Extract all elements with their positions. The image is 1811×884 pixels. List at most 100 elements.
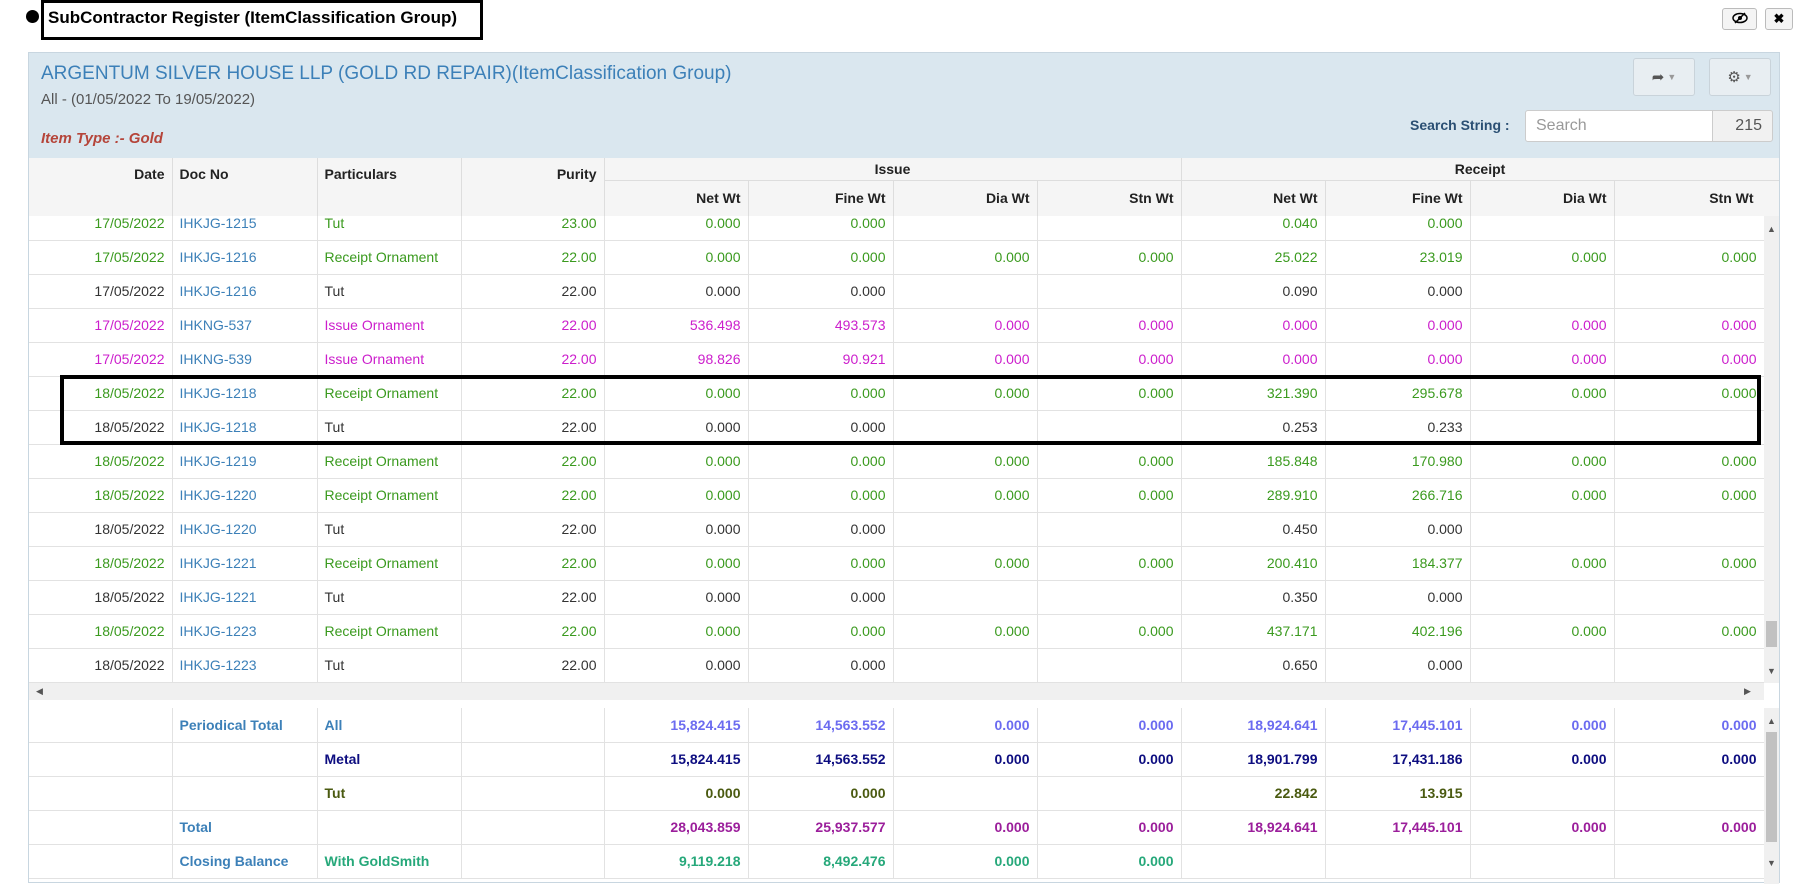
cell-doc-no[interactable]: IHKJG-1218 xyxy=(172,410,318,445)
table-row[interactable]: 18/05/2022 IHKJG-1218 Tut 22.00 0.000 0.000 0.… xyxy=(29,410,1764,445)
table-row[interactable]: 18/05/2022 IHKJG-1223 Tut 22.00 0.000 0.000 0.… xyxy=(29,648,1764,683)
cell-particulars: Tut xyxy=(317,216,462,241)
cell-doc-no[interactable]: IHKJG-1220 xyxy=(172,478,318,513)
totals-r-dia: 0.000 xyxy=(1470,708,1615,743)
cell-doc-no[interactable]: IHKNG-539 xyxy=(172,342,318,377)
col-particulars[interactable]: Particulars xyxy=(317,158,462,216)
table-horizontal-scrollbar[interactable]: ◀ ▶ xyxy=(29,683,1764,700)
col-purity[interactable]: Purity xyxy=(461,158,605,216)
scroll-thumb[interactable] xyxy=(1766,732,1777,842)
close-button[interactable]: ✖ xyxy=(1765,8,1793,30)
col-doc-no[interactable]: Doc No xyxy=(172,158,318,216)
cell-i-stn xyxy=(1037,512,1182,547)
cell-i-fine: 0.000 xyxy=(748,614,894,649)
cell-empty xyxy=(461,776,605,811)
col-group-receipt: Receipt xyxy=(1181,158,1779,181)
col-issue-net-wt[interactable]: Net Wt xyxy=(604,180,749,216)
scroll-down-icon[interactable]: ▼ xyxy=(1767,666,1776,676)
table-row[interactable]: 18/05/2022 IHKJG-1220 Tut 22.00 0.000 0.000 0.… xyxy=(29,512,1764,547)
cell-purity: 23.00 xyxy=(461,216,605,241)
cell-r-fine: 0.000 xyxy=(1325,308,1471,343)
cell-doc-no[interactable]: IHKJG-1221 xyxy=(172,580,318,615)
totals-r-dia: 0.000 xyxy=(1470,742,1615,777)
cell-r-net: 0.350 xyxy=(1181,580,1326,615)
col-date[interactable]: Date xyxy=(29,158,173,216)
cell-r-net: 289.910 xyxy=(1181,478,1326,513)
cell-date: 17/05/2022 xyxy=(29,240,173,275)
table-row[interactable]: 17/05/2022 IHKJG-1216 Receipt Ornament 22.0… xyxy=(29,240,1764,275)
totals-r-net: 18,924.641 xyxy=(1181,810,1326,845)
cell-r-dia: 0.000 xyxy=(1470,240,1615,275)
table-row[interactable]: 17/05/2022 IHKJG-1215 Tut 23.00 0.000 0.000 0.… xyxy=(29,216,1764,241)
search-input[interactable] xyxy=(1525,110,1713,142)
cell-particulars: Receipt Ornament xyxy=(317,478,462,513)
cell-r-dia: 0.000 xyxy=(1470,614,1615,649)
cell-i-net: 0.000 xyxy=(604,216,749,241)
cell-r-dia xyxy=(1470,216,1615,241)
cell-r-stn: 0.000 xyxy=(1614,478,1764,513)
cell-doc-no[interactable]: IHKJG-1215 xyxy=(172,216,318,241)
table-row[interactable]: 18/05/2022 IHKJG-1221 Receipt Ornament 22.0… xyxy=(29,546,1764,581)
cell-doc-no[interactable]: IHKJG-1223 xyxy=(172,614,318,649)
cell-doc-no[interactable]: IHKJG-1221 xyxy=(172,546,318,581)
cell-i-fine: 0.000 xyxy=(748,444,894,479)
cell-doc-no[interactable]: IHKJG-1223 xyxy=(172,648,318,683)
cell-doc-no[interactable]: IHKJG-1219 xyxy=(172,444,318,479)
col-issue-fine-wt[interactable]: Fine Wt xyxy=(748,180,894,216)
table-row[interactable]: 18/05/2022 IHKJG-1223 Receipt Ornament 22.0… xyxy=(29,614,1764,649)
scroll-thumb[interactable] xyxy=(1766,621,1777,647)
share-dropdown-button[interactable]: ➦ ▼ xyxy=(1633,58,1695,96)
cell-i-fine: 0.000 xyxy=(748,274,894,309)
table-row[interactable]: 18/05/2022 IHKJG-1221 Tut 22.00 0.000 0.000 0.… xyxy=(29,580,1764,615)
cell-doc-no[interactable]: IHKJG-1216 xyxy=(172,240,318,275)
cell-empty xyxy=(461,844,605,879)
cell-r-dia: 0.000 xyxy=(1470,444,1615,479)
cell-i-net: 0.000 xyxy=(604,648,749,683)
col-receipt-dia-wt[interactable]: Dia Wt xyxy=(1470,180,1615,216)
cell-i-fine: 0.000 xyxy=(748,512,894,547)
cell-r-stn xyxy=(1614,216,1764,241)
cell-doc-no[interactable]: IHKJG-1216 xyxy=(172,274,318,309)
cell-i-dia xyxy=(893,216,1038,241)
cell-empty xyxy=(29,742,173,777)
table-row[interactable]: 18/05/2022 IHKJG-1220 Receipt Ornament 22.0… xyxy=(29,478,1764,513)
col-issue-dia-wt[interactable]: Dia Wt xyxy=(893,180,1038,216)
cell-i-fine: 0.000 xyxy=(748,478,894,513)
scroll-up-icon[interactable]: ▲ xyxy=(1767,224,1776,234)
col-issue-stn-wt[interactable]: Stn Wt xyxy=(1037,180,1182,216)
col-receipt-stn-wt[interactable]: Stn Wt xyxy=(1614,180,1779,216)
scroll-down-icon[interactable]: ▼ xyxy=(1767,858,1776,868)
cell-i-dia xyxy=(893,274,1038,309)
table-row[interactable]: 17/05/2022 IHKNG-537 Issue Ornament 22.00 53… xyxy=(29,308,1764,343)
cell-r-net: 25.022 xyxy=(1181,240,1326,275)
totals-r-net: 18,901.799 xyxy=(1181,742,1326,777)
cell-doc-no[interactable]: IHKJG-1218 xyxy=(172,376,318,411)
totals-i-fine: 25,937.577 xyxy=(748,810,894,845)
totals-vertical-scrollbar[interactable]: ▲ ▼ xyxy=(1764,708,1779,884)
table-row[interactable]: 17/05/2022 IHKJG-1216 Tut 22.00 0.000 0.000 0.… xyxy=(29,274,1764,309)
totals-i-dia xyxy=(893,776,1038,811)
settings-dropdown-button[interactable]: ⚙ ▼ xyxy=(1709,58,1771,96)
scroll-up-icon[interactable]: ▲ xyxy=(1767,716,1776,726)
scroll-left-icon[interactable]: ◀ xyxy=(36,686,43,696)
table-row[interactable]: 18/05/2022 IHKJG-1218 Receipt Ornament 22.0… xyxy=(29,376,1764,411)
cell-particulars: Receipt Ornament xyxy=(317,546,462,581)
col-receipt-fine-wt[interactable]: Fine Wt xyxy=(1325,180,1471,216)
cell-purity: 22.00 xyxy=(461,410,605,445)
cell-i-dia: 0.000 xyxy=(893,546,1038,581)
totals-r-stn xyxy=(1614,776,1764,811)
cell-doc-no[interactable]: IHKJG-1220 xyxy=(172,512,318,547)
table-vertical-scrollbar[interactable]: ▲ ▼ xyxy=(1764,216,1779,683)
table-row[interactable]: 18/05/2022 IHKJG-1219 Receipt Ornament 22.0… xyxy=(29,444,1764,479)
hide-toggle-button[interactable] xyxy=(1722,8,1757,30)
cell-doc-no[interactable]: IHKNG-537 xyxy=(172,308,318,343)
cell-r-net: 0.090 xyxy=(1181,274,1326,309)
scroll-right-icon[interactable]: ▶ xyxy=(1744,686,1751,696)
cell-r-net: 321.390 xyxy=(1181,376,1326,411)
col-receipt-net-wt[interactable]: Net Wt xyxy=(1181,180,1326,216)
cell-particulars: Issue Ornament xyxy=(317,308,462,343)
cell-i-fine: 0.000 xyxy=(748,376,894,411)
totals-i-stn xyxy=(1037,776,1182,811)
table-row[interactable]: 17/05/2022 IHKNG-539 Issue Ornament 22.00 98… xyxy=(29,342,1764,377)
cell-r-fine: 0.233 xyxy=(1325,410,1471,445)
